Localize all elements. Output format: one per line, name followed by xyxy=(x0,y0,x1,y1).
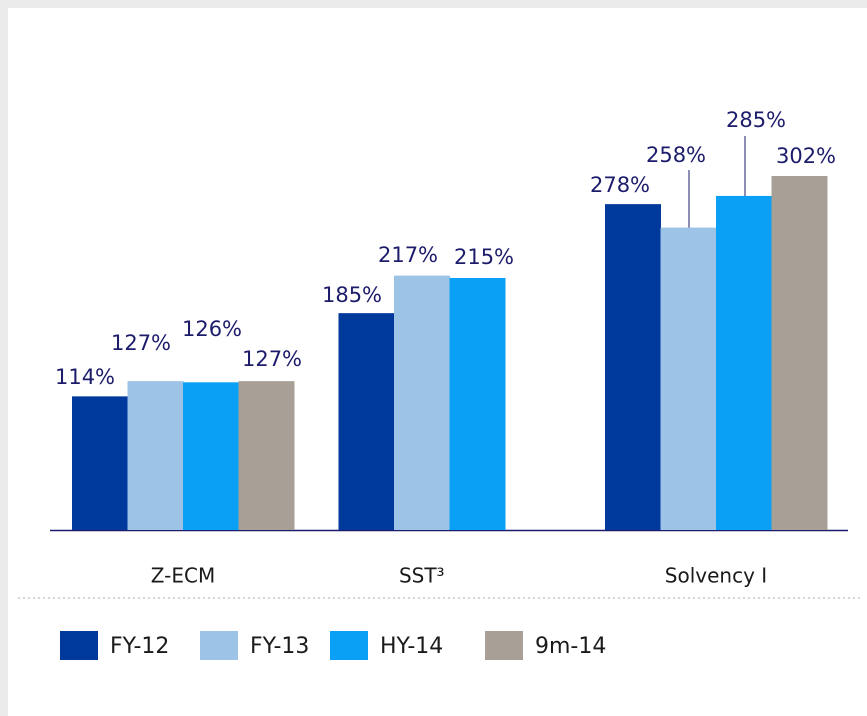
bar xyxy=(660,227,717,530)
bar xyxy=(449,277,506,530)
bar xyxy=(605,204,661,530)
value-label: 258% xyxy=(646,143,706,167)
x-tick-label: SST³ xyxy=(399,564,445,588)
value-label: 127% xyxy=(242,347,302,371)
legend-swatch xyxy=(330,631,368,660)
bar xyxy=(338,313,395,530)
bar xyxy=(127,381,184,530)
legend-label: HY-14 xyxy=(380,634,443,659)
bar xyxy=(771,176,828,530)
legend-label: FY-13 xyxy=(250,634,309,659)
bar xyxy=(716,195,772,530)
legend-label: 9m-14 xyxy=(535,634,606,659)
value-label: 126% xyxy=(182,317,242,341)
legend-swatch xyxy=(60,631,98,660)
value-label: 127% xyxy=(111,331,171,355)
legend-swatch xyxy=(485,631,523,660)
value-label: 114% xyxy=(55,365,115,389)
legend-label: FY-12 xyxy=(110,634,169,659)
bar xyxy=(394,275,450,530)
value-label: 278% xyxy=(590,173,650,197)
bar xyxy=(72,396,128,530)
legend-swatch xyxy=(200,631,238,660)
bar xyxy=(238,381,295,530)
value-label: 217% xyxy=(378,243,438,267)
value-label: 285% xyxy=(726,108,786,132)
x-tick-label: Z-ECM xyxy=(151,564,215,588)
value-label: 185% xyxy=(322,283,382,307)
value-label: 302% xyxy=(776,144,836,168)
value-label: 215% xyxy=(454,245,514,269)
bar xyxy=(183,382,239,530)
x-tick-label: Solvency I xyxy=(665,564,767,588)
